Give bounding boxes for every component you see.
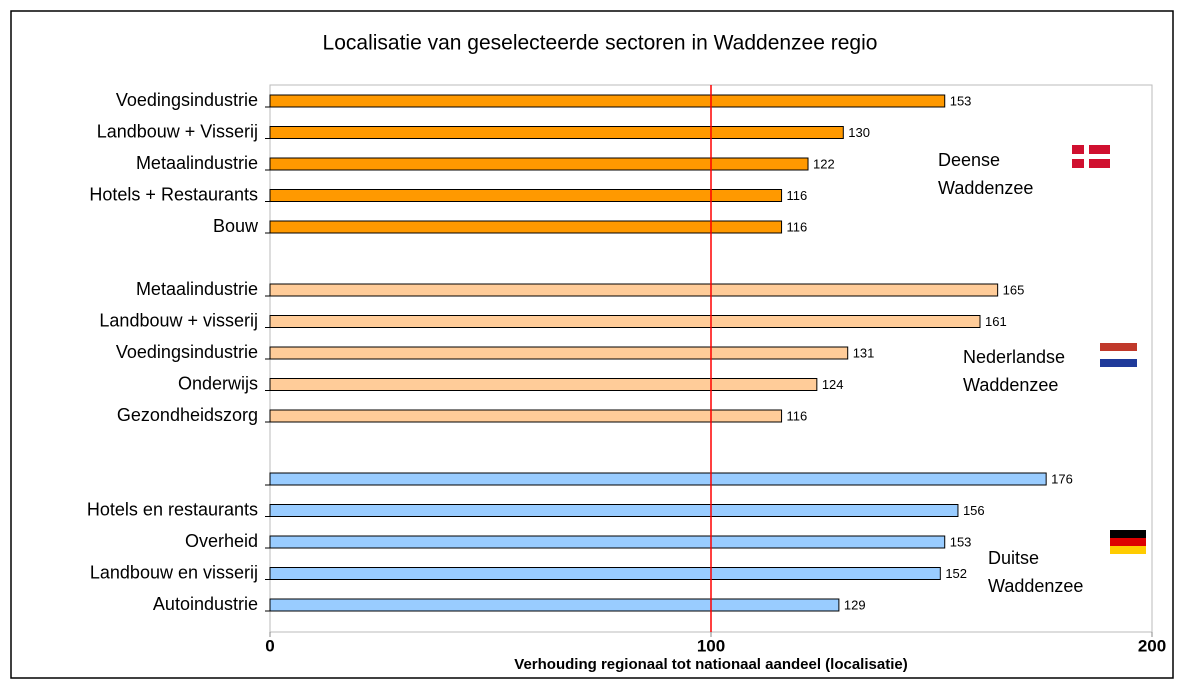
bar <box>269 283 999 297</box>
bar <box>269 126 844 139</box>
y-tick-label: Hotels + Restaurants <box>89 184 258 204</box>
value-label: 124 <box>822 377 844 392</box>
value-label: 116 <box>787 408 808 423</box>
y-tick-label: Voedingsindustrie <box>116 90 258 110</box>
flag-netherlands <box>1100 343 1137 367</box>
bar <box>269 315 981 328</box>
value-label: 156 <box>963 503 985 518</box>
flag-denmark <box>1072 145 1110 168</box>
value-label: 152 <box>945 566 967 581</box>
y-tick-label: Onderwijs <box>178 373 258 393</box>
x-tick-label: 100 <box>697 636 725 655</box>
y-tick-label: Landbouw + visserij <box>99 310 258 330</box>
y-tick-label: Overheid <box>185 531 258 551</box>
value-label: 116 <box>787 188 808 203</box>
bar <box>269 504 959 517</box>
bar <box>269 598 840 612</box>
group-label: Nederlandse Waddenzee <box>963 347 1066 395</box>
value-label: 130 <box>848 125 870 140</box>
y-tick-label: Autoindustrie <box>153 594 258 614</box>
bar <box>269 346 849 360</box>
bar <box>269 157 809 171</box>
group-label: Duitse Waddenzee <box>988 548 1084 596</box>
value-label: 165 <box>1003 282 1025 297</box>
bar <box>269 567 941 580</box>
x-tick-label: 200 <box>1138 636 1166 655</box>
bar <box>269 535 946 549</box>
value-label: 116 <box>787 219 808 234</box>
bar <box>269 220 783 234</box>
bar <box>269 378 818 391</box>
value-label: 161 <box>985 314 1007 329</box>
value-label: 153 <box>950 93 972 108</box>
bar <box>269 189 783 202</box>
bar <box>269 94 946 108</box>
y-tick-label: Bouw <box>213 216 259 236</box>
flag-germany <box>1110 530 1146 554</box>
bar <box>269 409 783 423</box>
y-tick-label: Landbouw + Visserij <box>97 121 258 141</box>
value-label: 176 <box>1051 471 1073 486</box>
value-label: 129 <box>844 597 866 612</box>
chart-title: Localisatie van geselecteerde sectoren i… <box>323 32 878 55</box>
value-label: 153 <box>950 534 972 549</box>
y-tick-label: Metaalindustrie <box>136 279 258 299</box>
x-tick-label: 0 <box>265 636 274 655</box>
value-label: 122 <box>813 156 835 171</box>
y-tick-label: Hotels en restaurants <box>87 499 258 519</box>
y-tick-label: Gezondheidszorg <box>117 405 258 425</box>
group-label: Deense Waddenzee <box>938 150 1034 198</box>
y-tick-label: Landbouw en visserij <box>90 562 258 582</box>
chart-border <box>10 10 1174 679</box>
value-label: 131 <box>853 345 875 360</box>
bar <box>269 472 1047 486</box>
y-tick-label: Voedingsindustrie <box>116 342 258 362</box>
x-axis-label: Verhouding regionaal tot nationaal aande… <box>514 656 907 673</box>
y-tick-label: Metaalindustrie <box>136 153 258 173</box>
